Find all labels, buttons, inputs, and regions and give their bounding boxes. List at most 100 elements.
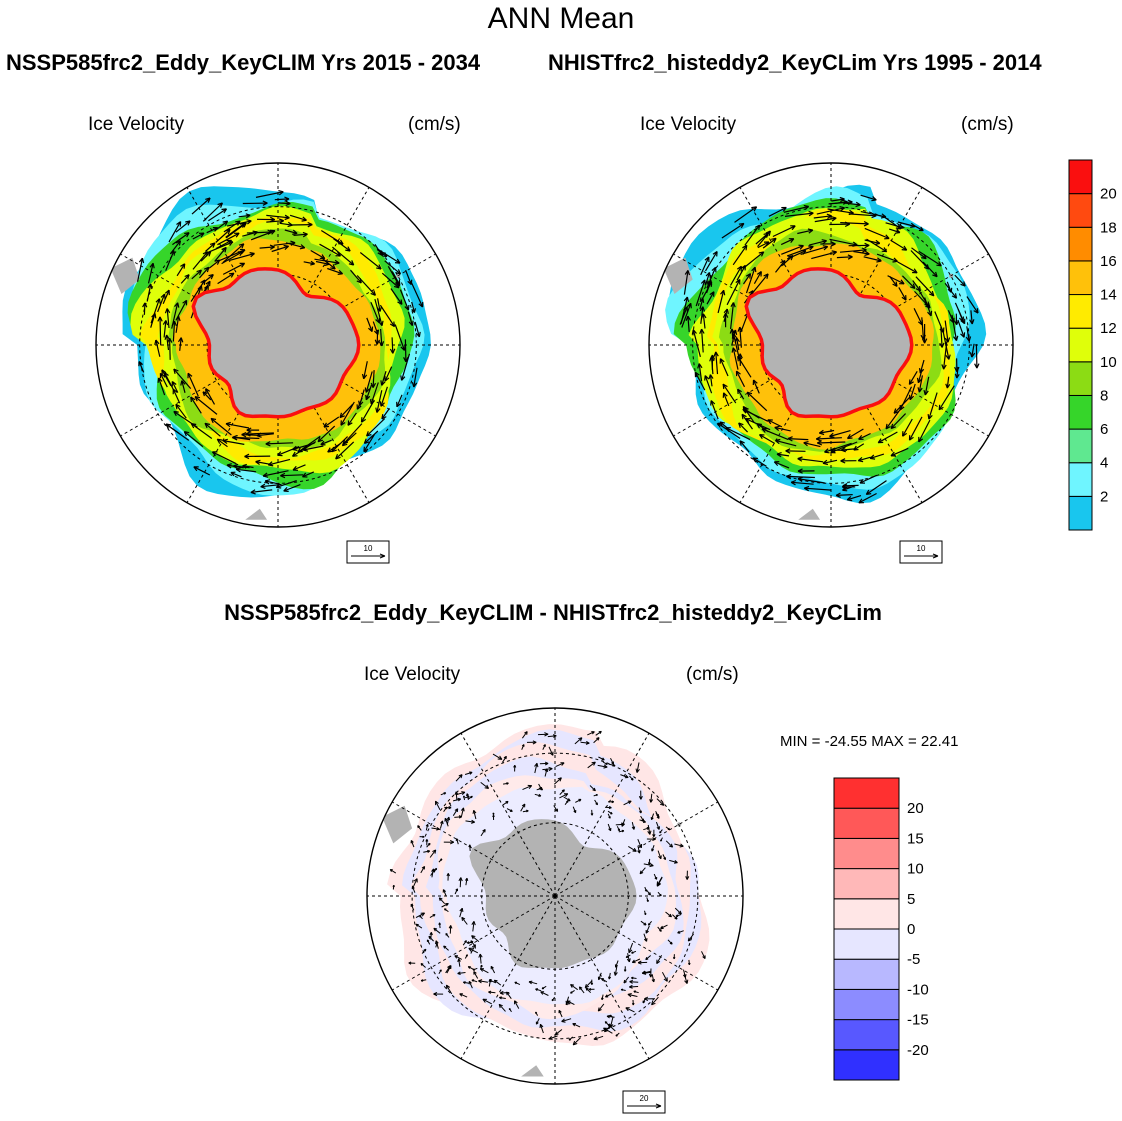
velocity-vector-head: [656, 959, 661, 965]
velocity-vector-head: [320, 440, 326, 446]
velocity-vector-head: [659, 893, 662, 897]
velocity-vector-head: [165, 423, 172, 429]
velocity-vector: [768, 206, 787, 217]
velocity-vector-head: [674, 916, 678, 920]
velocity-vector-head: [194, 396, 201, 402]
velocity-vector: [396, 394, 403, 408]
new-zealand-land: [245, 508, 268, 520]
velocity-vector-head: [241, 432, 247, 438]
antarctica-land: [469, 819, 637, 969]
velocity-vector-head: [656, 815, 660, 819]
velocity-vector: [710, 400, 719, 420]
velocity-vector: [190, 279, 206, 302]
velocity-vector-head: [506, 782, 509, 785]
velocity-vector: [797, 229, 813, 235]
velocity-vector: [579, 986, 585, 994]
velocity-vector: [363, 361, 368, 379]
colorbar-tick-label: 5: [907, 891, 915, 908]
velocity-vector-head: [464, 877, 469, 882]
velocity-vector-head: [597, 976, 602, 981]
velocity-vector: [542, 768, 553, 771]
velocity-vector: [280, 474, 304, 477]
velocity-vector-head: [578, 737, 583, 742]
velocity-vector-head: [735, 370, 741, 377]
velocity-vector: [441, 903, 449, 908]
velocity-vector: [772, 225, 796, 238]
velocity-vector-head: [239, 262, 246, 268]
velocity-vector-head: [535, 1011, 538, 1014]
velocity-vector-head: [656, 826, 660, 830]
latitude-circle: [411, 752, 699, 1040]
velocity-vector-head: [283, 244, 290, 251]
velocity-vector: [637, 839, 642, 848]
velocity-vector-head: [650, 817, 654, 821]
velocity-vector: [753, 271, 762, 284]
velocity-vector-head: [824, 448, 830, 454]
velocity-vector: [814, 217, 837, 223]
velocity-vector: [399, 289, 410, 311]
velocity-vector-head: [458, 815, 463, 819]
velocity-vector-head: [226, 463, 232, 469]
velocity-vector-head: [945, 354, 951, 360]
velocity-vector-head: [646, 899, 649, 903]
velocity-vector: [452, 808, 459, 816]
velocity-vector-head: [660, 839, 663, 842]
velocity-vector: [729, 266, 742, 286]
velocity-vector: [279, 222, 293, 226]
velocity-vector: [957, 319, 965, 338]
velocity-vector-head: [427, 849, 431, 853]
velocity-vector-head: [182, 299, 188, 306]
velocity-vector-head: [241, 222, 247, 228]
velocity-vector: [317, 425, 336, 443]
velocity-vector: [229, 252, 255, 261]
velocity-vector-head: [565, 1000, 569, 1005]
velocity-vector-head: [413, 878, 418, 883]
velocity-vector: [847, 495, 862, 501]
velocity-vector: [293, 233, 308, 236]
velocity-vector: [621, 819, 626, 827]
velocity-vector: [265, 442, 294, 445]
velocity-vector: [202, 391, 212, 401]
left-polar-map-antarctica-overlay: [195, 270, 357, 415]
velocity-vector: [639, 867, 646, 875]
velocity-vector-head: [847, 433, 853, 440]
velocity-vector-head: [361, 373, 368, 380]
velocity-vector: [665, 911, 672, 918]
velocity-vector-head: [908, 379, 914, 385]
velocity-vector-head: [449, 839, 455, 845]
velocity-vector: [500, 992, 510, 994]
right-polar-map-border: [648, 162, 1014, 528]
meridian-line: [460, 895, 556, 1060]
colorbar-swatch: [1068, 462, 1093, 497]
velocity-vector: [528, 981, 538, 985]
velocity-vector-head: [250, 489, 256, 495]
velocity-vector: [709, 374, 713, 387]
velocity-vector: [869, 453, 885, 459]
velocity-vector: [175, 220, 191, 233]
velocity-vector-head: [751, 206, 758, 212]
velocity-vector: [607, 823, 612, 831]
velocity-vector: [479, 953, 482, 964]
velocity-vector: [706, 291, 715, 305]
velocity-vector: [390, 288, 403, 305]
velocity-vector-head: [865, 489, 872, 495]
velocity-vector: [171, 302, 179, 329]
velocity-vector-head: [237, 251, 244, 257]
velocity-vector: [268, 458, 291, 466]
diff-panel-title: NSSP585frc2_Eddy_KeyCLIM - NHISTfrc2_his…: [224, 600, 882, 625]
velocity-vector-head: [327, 447, 333, 453]
velocity-vector: [924, 376, 930, 396]
velocity-vector-head: [252, 230, 258, 236]
velocity-vector: [255, 191, 284, 198]
velocity-vector-head: [822, 459, 829, 466]
velocity-vector-head: [649, 799, 654, 803]
diff-polar-map: [366, 707, 744, 1085]
velocity-vector-head: [433, 927, 438, 932]
velocity-vector-head: [720, 289, 726, 296]
min-max-label: MIN = -24.55 MAX = 22.41: [780, 733, 959, 750]
velocity-vector-head: [521, 803, 526, 808]
velocity-vector-head: [209, 242, 216, 248]
velocity-vector: [597, 1003, 605, 1012]
velocity-vector-head: [590, 813, 594, 816]
velocity-vector: [445, 984, 453, 995]
